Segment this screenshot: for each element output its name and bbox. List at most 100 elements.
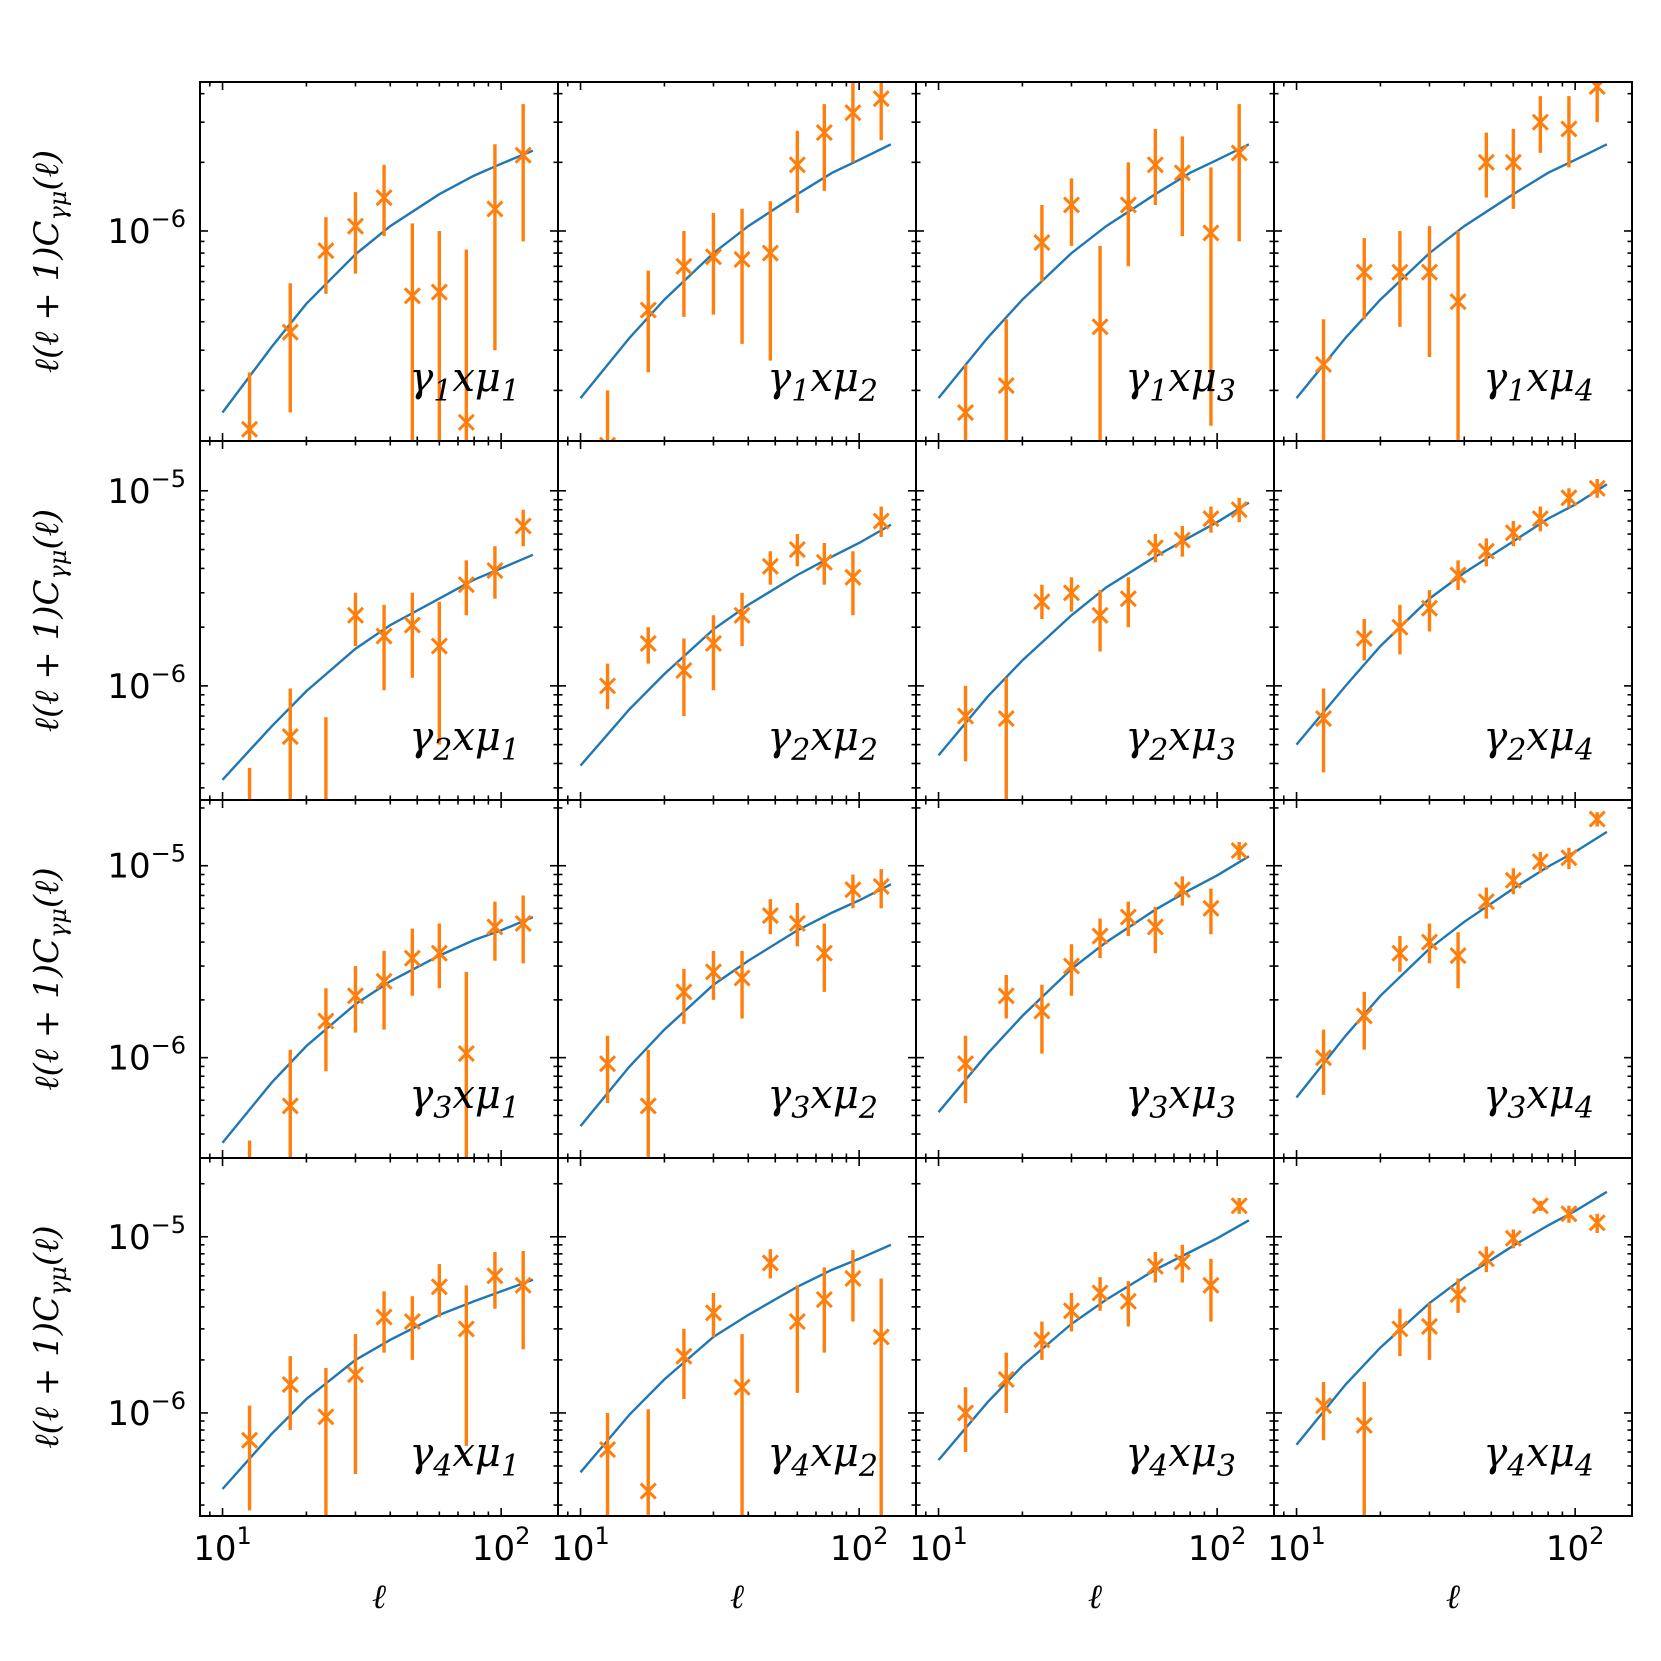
x-axis-label: ℓ bbox=[1088, 1577, 1102, 1617]
data-point bbox=[346, 987, 365, 1005]
data-point bbox=[815, 1291, 833, 1309]
data-point bbox=[403, 1313, 421, 1331]
data-point bbox=[1146, 918, 1164, 936]
data-point bbox=[1504, 524, 1522, 542]
data-point bbox=[1091, 606, 1109, 624]
panel-3-1: γ3xμ1 10−6 10−5 bbox=[107, 799, 559, 1159]
data-point bbox=[317, 1408, 335, 1426]
plot-area bbox=[937, 497, 1250, 800]
x-axis-label: ℓ bbox=[372, 1577, 386, 1617]
model-curve bbox=[221, 915, 534, 1144]
data-point bbox=[872, 1328, 890, 1346]
data-point bbox=[1531, 1197, 1549, 1215]
data-point bbox=[704, 248, 723, 266]
data-point bbox=[457, 576, 475, 594]
panel-label: γ4xμ2 bbox=[767, 1430, 878, 1484]
data-point bbox=[1173, 531, 1191, 549]
data-point bbox=[1173, 1253, 1191, 1271]
data-point bbox=[1033, 1002, 1051, 1020]
data-point bbox=[704, 634, 723, 653]
plot-area bbox=[221, 895, 534, 1158]
data-point bbox=[1119, 196, 1137, 214]
y-tick-label: 10−5 bbox=[107, 840, 186, 887]
data-point bbox=[1173, 164, 1191, 182]
data-point bbox=[1420, 1317, 1439, 1335]
data-point bbox=[1391, 618, 1409, 636]
x-axis-label: ℓ bbox=[730, 1577, 744, 1617]
data-point bbox=[815, 553, 833, 571]
plot-area bbox=[579, 1243, 892, 1516]
data-point bbox=[457, 1320, 475, 1338]
data-point bbox=[1588, 82, 1606, 96]
data-point bbox=[375, 972, 393, 990]
data-point bbox=[514, 517, 532, 535]
panel-label: γ2xμ2 bbox=[767, 714, 878, 768]
plot-area bbox=[579, 506, 892, 767]
x-tick-label: 102 bbox=[472, 1522, 531, 1569]
data-point bbox=[1560, 120, 1578, 138]
data-point bbox=[815, 124, 833, 142]
panel-label: γ3xμ2 bbox=[767, 1072, 878, 1126]
plot-area bbox=[1295, 478, 1608, 773]
panel-label: γ2xμ4 bbox=[1483, 714, 1594, 768]
data-point bbox=[1449, 1285, 1467, 1304]
data-point bbox=[1202, 510, 1220, 528]
data-point bbox=[317, 1012, 335, 1030]
plot-area bbox=[221, 104, 534, 441]
data-point bbox=[514, 914, 532, 933]
data-point bbox=[403, 287, 421, 305]
y-tick-label: 10−6 bbox=[107, 1032, 186, 1079]
data-point bbox=[486, 918, 504, 936]
y-tick-label: 10−6 bbox=[107, 660, 186, 707]
panel-label: γ3xμ3 bbox=[1125, 1072, 1236, 1126]
plot-area bbox=[937, 841, 1250, 1113]
data-point bbox=[403, 949, 421, 967]
model-curve bbox=[937, 1219, 1250, 1461]
data-point bbox=[1477, 1250, 1495, 1268]
data-point bbox=[1091, 927, 1109, 945]
data-point bbox=[1504, 153, 1522, 171]
data-point bbox=[1314, 355, 1333, 373]
data-point bbox=[457, 1045, 475, 1063]
data-point bbox=[1531, 853, 1549, 871]
x-tick-label: 101 bbox=[193, 1522, 252, 1569]
data-point bbox=[457, 413, 475, 431]
data-point bbox=[997, 1370, 1015, 1388]
data-point bbox=[1355, 263, 1373, 281]
data-point bbox=[1230, 501, 1248, 519]
data-point bbox=[1420, 263, 1439, 281]
data-point bbox=[346, 217, 365, 235]
plot-area bbox=[1295, 82, 1608, 441]
data-point bbox=[761, 906, 779, 925]
model-curve bbox=[221, 1278, 534, 1490]
data-point bbox=[1560, 489, 1578, 507]
x-tick-label: 101 bbox=[1267, 1522, 1326, 1569]
panel-4-1: γ4xμ1 10−6 10−5 101 102 ℓ bbox=[107, 1157, 559, 1617]
data-point bbox=[1355, 1416, 1373, 1434]
data-point bbox=[1355, 629, 1373, 648]
panel-1-4: γ1xμ4 bbox=[1273, 81, 1633, 442]
data-point bbox=[761, 244, 779, 262]
data-point bbox=[872, 512, 890, 530]
data-point bbox=[997, 377, 1015, 395]
panel-1-1: γ1xμ1 10−6 bbox=[107, 81, 559, 442]
x-axis-label: ℓ bbox=[1446, 1577, 1460, 1617]
data-point bbox=[281, 727, 299, 746]
model-curve bbox=[221, 149, 534, 414]
data-point bbox=[375, 1308, 393, 1326]
data-point bbox=[486, 1267, 504, 1285]
panel-3-3: γ3xμ3 bbox=[915, 799, 1275, 1159]
data-point bbox=[317, 242, 335, 260]
data-point bbox=[1449, 947, 1467, 965]
data-point bbox=[281, 1375, 299, 1394]
model-curve bbox=[1295, 483, 1608, 746]
panel-4-3: γ4xμ3 101 102 ℓ bbox=[909, 1157, 1275, 1617]
data-point bbox=[1062, 196, 1081, 214]
data-point bbox=[242, 839, 257, 854]
x-tick-label: 102 bbox=[1546, 1522, 1605, 1569]
panel-3-2: γ3xμ2 bbox=[557, 799, 917, 1159]
data-point bbox=[639, 634, 657, 653]
data-point bbox=[375, 627, 393, 645]
data-point bbox=[675, 983, 693, 1001]
